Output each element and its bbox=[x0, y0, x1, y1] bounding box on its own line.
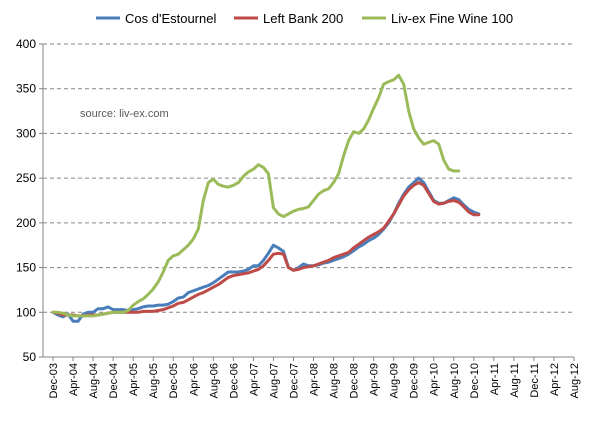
series-line-2 bbox=[51, 73, 461, 318]
x-tick-label: Apr-09 bbox=[369, 363, 381, 396]
axes bbox=[39, 43, 575, 361]
legend-label-2: Liv-ex Fine Wine 100 bbox=[391, 11, 513, 26]
legend: Cos d'Estournel Left Bank 200 Liv-ex Fine … bbox=[96, 11, 513, 26]
x-tick-label: Dec-06 bbox=[228, 363, 240, 398]
y-tick-label: 50 bbox=[23, 350, 37, 364]
series-lines bbox=[51, 73, 481, 323]
x-tick-label: Aug-07 bbox=[268, 363, 280, 398]
x-tick-label: Apr-08 bbox=[309, 363, 321, 396]
x-tick-label: Aug-08 bbox=[329, 363, 341, 398]
x-tick-label: Dec-05 bbox=[168, 363, 180, 398]
x-tick-label: Apr-04 bbox=[68, 363, 80, 396]
x-tick-label: Dec-07 bbox=[288, 363, 300, 398]
x-tick-label: Dec-08 bbox=[349, 363, 361, 398]
gridlines bbox=[43, 43, 574, 313]
x-tick-label: Apr-05 bbox=[128, 363, 140, 396]
y-tick-label: 400 bbox=[16, 37, 36, 51]
legend-label-1: Left Bank 200 bbox=[263, 11, 343, 26]
x-tick-label: Aug-12 bbox=[569, 363, 581, 398]
series-line-1 bbox=[51, 181, 481, 318]
x-tick-label: Aug-09 bbox=[389, 363, 401, 398]
y-tick-labels: 50 100 150 200 250 300 350 400 bbox=[16, 37, 36, 364]
legend-label-0: Cos d'Estournel bbox=[125, 11, 216, 26]
x-tick-label: Aug-11 bbox=[509, 363, 521, 398]
y-tick-label: 200 bbox=[16, 216, 36, 230]
y-tick-label: 300 bbox=[16, 126, 36, 140]
x-tick-label: Dec-11 bbox=[529, 363, 541, 398]
y-tick-label: 350 bbox=[16, 82, 36, 96]
x-tick-label: Aug-10 bbox=[449, 363, 461, 398]
x-tick-label: Aug-05 bbox=[148, 363, 160, 398]
source-annotation: source: liv-ex.com bbox=[80, 108, 169, 120]
x-tick-label: Apr-06 bbox=[188, 363, 200, 396]
y-tick-label: 150 bbox=[16, 261, 36, 275]
x-tick-label: Apr-12 bbox=[549, 363, 561, 396]
x-tick-label: Apr-11 bbox=[489, 363, 501, 395]
x-tick-label: Dec-04 bbox=[108, 363, 120, 398]
x-tick-label: Dec-09 bbox=[409, 363, 421, 398]
x-tick-labels: Dec-03 Apr-04 Aug-04 Dec-04 Apr-05 Aug-05 Dec-… bbox=[48, 363, 581, 398]
series-line-0 bbox=[51, 176, 481, 323]
x-tick-label: Dec-03 bbox=[48, 363, 60, 398]
x-tick-label: Dec-10 bbox=[469, 363, 481, 398]
y-tick-label: 100 bbox=[16, 305, 36, 319]
x-tick-label: Aug-06 bbox=[208, 363, 220, 398]
x-tick-label: Aug-04 bbox=[88, 363, 100, 398]
y-tick-label: 250 bbox=[16, 171, 36, 185]
x-tick-label: Apr-10 bbox=[429, 363, 441, 396]
x-tick-label: Apr-07 bbox=[248, 363, 260, 396]
